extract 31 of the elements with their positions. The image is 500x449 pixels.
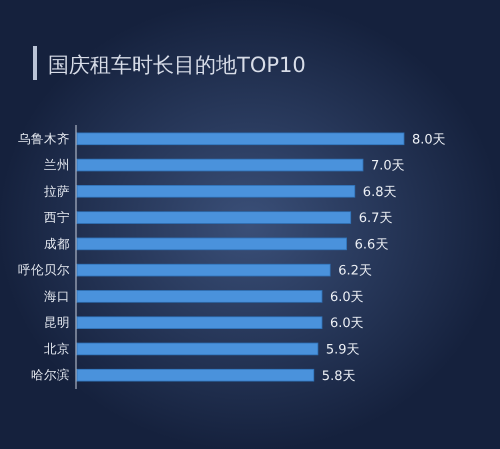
bar bbox=[76, 132, 404, 146]
data-label: 6.0天 bbox=[330, 290, 364, 305]
bar bbox=[76, 185, 356, 198]
bar bbox=[76, 368, 314, 382]
data-label: 6.7天 bbox=[358, 211, 392, 226]
data-label: 8.0天 bbox=[412, 132, 446, 148]
data-label: 6.8天 bbox=[362, 184, 396, 200]
bar bbox=[76, 342, 318, 356]
y-tick-label: 哈尔滨 bbox=[31, 367, 70, 382]
bar bbox=[76, 211, 352, 224]
y-tick-label: 呼伦贝尔 bbox=[18, 263, 70, 278]
bar bbox=[76, 264, 331, 276]
chart-title: 国庆租车时长目的地TOP10 bbox=[48, 53, 306, 77]
data-label: 6.2天 bbox=[338, 264, 372, 279]
y-tick-label: 北京 bbox=[44, 342, 70, 356]
data-label: 5.8天 bbox=[322, 368, 356, 384]
y-tick-label: 拉萨 bbox=[44, 184, 70, 198]
y-tick-label: 海口 bbox=[44, 289, 70, 304]
bar bbox=[76, 238, 347, 250]
bar bbox=[76, 158, 364, 172]
y-tick-label: 成都 bbox=[44, 236, 70, 251]
y-tick-label: 西宁 bbox=[44, 210, 70, 225]
data-label: 7.0天 bbox=[371, 158, 405, 174]
bar bbox=[76, 316, 322, 329]
y-tick-label: 昆明 bbox=[44, 316, 70, 330]
data-label: 6.6天 bbox=[354, 237, 388, 252]
bar bbox=[76, 290, 322, 303]
data-label: 5.9天 bbox=[326, 342, 360, 358]
y-tick-label: 兰州 bbox=[44, 158, 70, 172]
data-label: 6.0天 bbox=[330, 316, 364, 332]
y-tick-label: 乌鲁木齐 bbox=[18, 132, 70, 146]
